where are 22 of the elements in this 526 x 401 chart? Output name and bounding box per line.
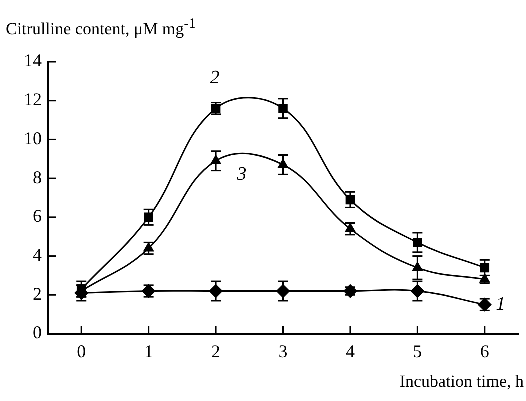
- y-tick-label: 8: [33, 167, 42, 188]
- y-tick-label: 14: [24, 50, 42, 71]
- y-tick-label: 0: [33, 322, 42, 343]
- y-tick-label: 2: [33, 284, 42, 304]
- x-tick-label: 6: [480, 342, 490, 362]
- x-tick-label: 2: [212, 342, 221, 362]
- y-tick-label: 4: [33, 245, 42, 266]
- x-tick-label: 5: [413, 342, 422, 362]
- x-tick-label: 4: [346, 342, 355, 362]
- x-axis-title: Incubation time, h: [400, 372, 524, 392]
- series-label: 3: [236, 164, 247, 186]
- x-tick-label: 3: [278, 342, 288, 362]
- point: [278, 104, 288, 114]
- series-label: 1: [496, 294, 506, 315]
- x-tick-label: 0: [77, 342, 86, 362]
- y-tick-label: 12: [24, 90, 42, 110]
- y-tick-label: 6: [33, 206, 42, 226]
- point: [413, 238, 422, 248]
- x-tick-label: 1: [144, 342, 154, 362]
- y-axis-title: Citrulline content, μM mg$^{-1}$: [6, 16, 196, 40]
- series-label: 2: [210, 68, 220, 89]
- y-tick-label: 10: [24, 128, 42, 148]
